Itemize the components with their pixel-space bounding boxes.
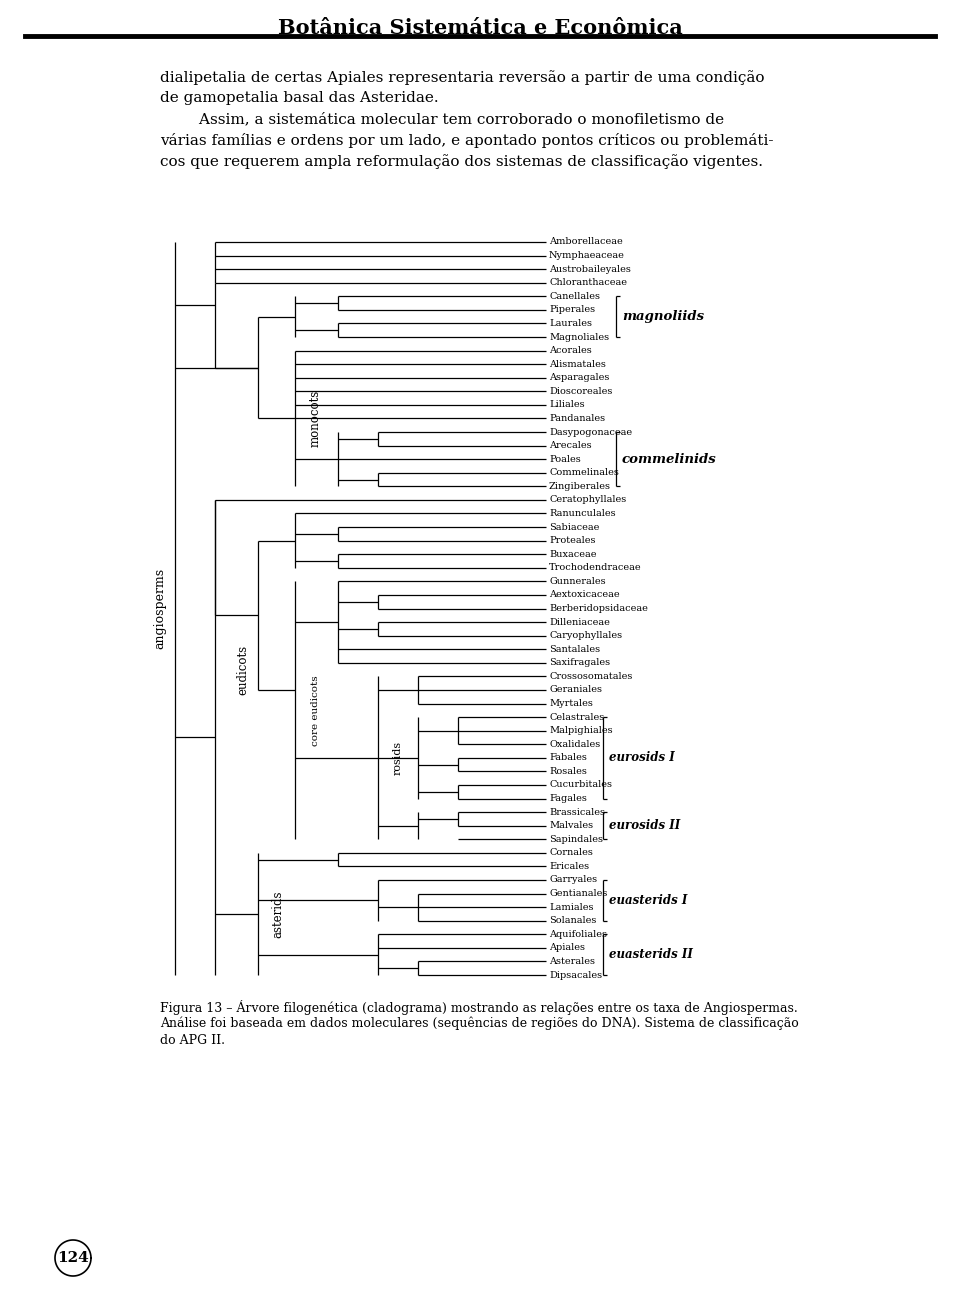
Text: Commelinales: Commelinales xyxy=(549,468,619,477)
Text: core eudicots: core eudicots xyxy=(310,675,320,745)
Text: Dasypogonaceae: Dasypogonaceae xyxy=(549,427,632,436)
Text: commelinids: commelinids xyxy=(622,453,717,466)
Text: várias famílias e ordens por um lado, e apontado pontos críticos ou problemáti-: várias famílias e ordens por um lado, e … xyxy=(160,133,774,148)
Text: Amborellaceae: Amborellaceae xyxy=(549,238,623,246)
Text: Trochodendraceae: Trochodendraceae xyxy=(549,563,641,572)
Text: Liliales: Liliales xyxy=(549,400,585,409)
Text: Ericales: Ericales xyxy=(549,862,589,871)
Text: Poales: Poales xyxy=(549,454,581,463)
Text: eudicots: eudicots xyxy=(236,644,250,695)
Text: Santalales: Santalales xyxy=(549,644,600,653)
Text: Piperales: Piperales xyxy=(549,305,595,314)
Text: Austrobaileyales: Austrobaileyales xyxy=(549,265,631,273)
Text: Aquifoliales: Aquifoliales xyxy=(549,930,607,938)
Text: Ranunculales: Ranunculales xyxy=(549,509,615,518)
Text: Arecales: Arecales xyxy=(549,441,591,450)
Text: Brassicales: Brassicales xyxy=(549,807,605,817)
Text: Crossosomatales: Crossosomatales xyxy=(549,672,633,681)
Text: de gamopetalia basal das Asteridae.: de gamopetalia basal das Asteridae. xyxy=(160,91,439,105)
Text: angiosperms: angiosperms xyxy=(154,568,166,650)
Text: Apiales: Apiales xyxy=(549,943,585,952)
Text: Dioscoreales: Dioscoreales xyxy=(549,387,612,396)
Text: Solanales: Solanales xyxy=(549,916,596,925)
Text: Nymphaeaceae: Nymphaeaceae xyxy=(549,251,625,260)
Text: Laurales: Laurales xyxy=(549,318,592,327)
Text: dialipetalia de certas Apiales representaria reversão a partir de uma condição: dialipetalia de certas Apiales represent… xyxy=(160,70,764,85)
Text: Ceratophyllales: Ceratophyllales xyxy=(549,496,626,505)
Text: Berberidopsidaceae: Berberidopsidaceae xyxy=(549,604,648,613)
Text: euasterids I: euasterids I xyxy=(609,894,687,907)
Text: Aextoxicaceae: Aextoxicaceae xyxy=(549,590,619,599)
Text: eurosids II: eurosids II xyxy=(609,819,681,832)
Text: magnoliids: magnoliids xyxy=(622,311,704,324)
Text: Gentianales: Gentianales xyxy=(549,889,608,898)
Text: do APG II.: do APG II. xyxy=(160,1034,225,1047)
Text: Chloranthaceae: Chloranthaceae xyxy=(549,278,627,287)
Text: Sapindales: Sapindales xyxy=(549,835,603,844)
Text: Oxalidales: Oxalidales xyxy=(549,740,600,749)
Text: Gunnerales: Gunnerales xyxy=(549,577,606,586)
Text: Pandanales: Pandanales xyxy=(549,414,605,423)
Text: Asterales: Asterales xyxy=(549,958,595,965)
Text: Acorales: Acorales xyxy=(549,345,591,355)
Text: euasterids II: euasterids II xyxy=(609,949,693,961)
Text: Geraniales: Geraniales xyxy=(549,686,602,695)
Text: 124: 124 xyxy=(58,1251,89,1266)
Text: Malpighiales: Malpighiales xyxy=(549,726,612,735)
Text: rosids: rosids xyxy=(393,740,403,775)
Text: Malvales: Malvales xyxy=(549,822,593,831)
Text: Zingiberales: Zingiberales xyxy=(549,481,611,490)
Text: cos que requerem ampla reformulação dos sistemas de classificação vigentes.: cos que requerem ampla reformulação dos … xyxy=(160,154,763,170)
Text: Celastrales: Celastrales xyxy=(549,713,604,722)
Text: Sabiaceae: Sabiaceae xyxy=(549,523,599,532)
Text: Myrtales: Myrtales xyxy=(549,699,593,708)
Text: Caryophyllales: Caryophyllales xyxy=(549,631,622,641)
Text: Cucurbitales: Cucurbitales xyxy=(549,780,612,789)
Text: Buxaceae: Buxaceae xyxy=(549,550,596,559)
Text: Figura 13 – Árvore filogenética (cladograma) mostrando as relações entre os taxa: Figura 13 – Árvore filogenética (cladogr… xyxy=(160,1000,798,1014)
Text: Cornales: Cornales xyxy=(549,849,593,858)
Text: Dilleniaceae: Dilleniaceae xyxy=(549,617,610,626)
Text: Rosales: Rosales xyxy=(549,767,587,776)
Text: Garryales: Garryales xyxy=(549,876,597,885)
Text: Fagales: Fagales xyxy=(549,795,587,804)
Text: Canellales: Canellales xyxy=(549,291,600,300)
Text: Saxifragales: Saxifragales xyxy=(549,659,611,668)
Text: monocots: monocots xyxy=(308,389,322,448)
Text: eurosids I: eurosids I xyxy=(609,752,675,765)
Text: Asparagales: Asparagales xyxy=(549,373,610,382)
Text: Magnoliales: Magnoliales xyxy=(549,333,610,342)
Text: Assim, a sistemática molecular tem corroborado o monofiletismo de: Assim, a sistemática molecular tem corro… xyxy=(160,113,724,126)
Text: Lamiales: Lamiales xyxy=(549,903,593,912)
Text: Fabales: Fabales xyxy=(549,753,587,762)
Text: Botânica Sistemática e Econômica: Botânica Sistemática e Econômica xyxy=(277,18,683,38)
Text: asterids: asterids xyxy=(272,890,284,938)
Text: Proteales: Proteales xyxy=(549,536,595,545)
Text: Alismatales: Alismatales xyxy=(549,360,606,369)
Text: Análise foi baseada em dados moleculares (sequências de regiões do DNA). Sistema: Análise foi baseada em dados moleculares… xyxy=(160,1017,799,1030)
Text: Dipsacales: Dipsacales xyxy=(549,970,602,980)
